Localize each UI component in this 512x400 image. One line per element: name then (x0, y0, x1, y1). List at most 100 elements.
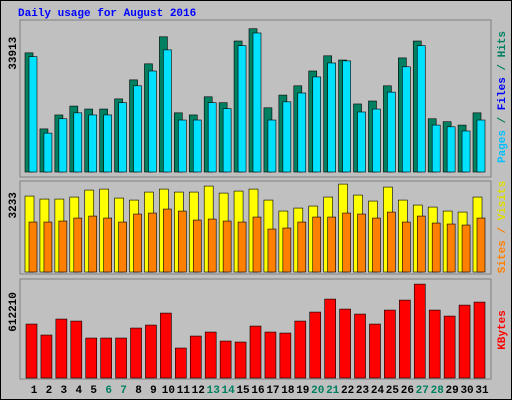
bar (73, 112, 83, 173)
x-tick-label: 20 (311, 385, 324, 397)
bar (431, 124, 441, 173)
legend-entry: / (497, 57, 509, 77)
x-tick-label: 3 (61, 385, 68, 397)
bar (43, 132, 53, 173)
legend-entry: Sites (497, 240, 509, 273)
bar (264, 331, 277, 379)
bar (399, 299, 411, 379)
bar (473, 301, 486, 379)
chart-title: Daily usage for August 2016 (18, 8, 196, 20)
x-tick-label: 17 (266, 385, 279, 397)
legend-entry: Pages (497, 130, 509, 163)
bar (282, 227, 292, 273)
bar (148, 70, 157, 173)
bar (327, 62, 336, 173)
y-tick-label: 33913 (8, 36, 20, 69)
bar (297, 221, 307, 273)
bar (252, 32, 262, 173)
x-tick-label: 25 (386, 385, 400, 397)
bar (312, 216, 322, 273)
bar (103, 114, 112, 173)
bar (416, 215, 426, 273)
bar (372, 108, 381, 173)
bar (25, 323, 38, 379)
bar (282, 101, 292, 173)
bar (476, 217, 486, 273)
bar (73, 217, 83, 273)
x-tick-label: 5 (90, 385, 97, 397)
legend-entry: Hits (497, 31, 509, 57)
bar (402, 221, 411, 273)
bar (428, 309, 441, 379)
bar (327, 216, 336, 273)
bar (413, 283, 426, 379)
bar (88, 114, 98, 173)
bar (204, 331, 217, 379)
bar (178, 119, 187, 173)
bar (175, 347, 187, 379)
bar (222, 108, 232, 173)
bar (40, 334, 53, 379)
bar (342, 60, 351, 173)
bar (85, 337, 98, 379)
bar (387, 211, 396, 273)
bar (324, 298, 336, 379)
x-tick-label: 18 (281, 385, 295, 397)
bar (357, 111, 366, 173)
legend: Pages / Files / Hits (497, 31, 509, 163)
bar (294, 320, 307, 379)
x-tick-label: 4 (75, 385, 82, 397)
bar (354, 313, 366, 379)
bar (458, 304, 471, 379)
bar (55, 318, 68, 379)
x-tick-label: 2 (46, 385, 53, 397)
bar (43, 221, 53, 273)
x-tick-label: 26 (401, 385, 414, 397)
bar (28, 221, 38, 273)
bar (148, 212, 157, 273)
x-tick-label: 23 (356, 385, 370, 397)
bar (267, 228, 277, 273)
bar (207, 218, 217, 273)
x-tick-label: 29 (446, 385, 459, 397)
x-tick-label: 7 (120, 385, 127, 397)
bar (279, 332, 292, 379)
bar (133, 85, 142, 173)
bar (252, 216, 262, 273)
x-tick-label: 13 (207, 385, 221, 397)
legend-entry: / (497, 220, 509, 240)
bar (476, 119, 486, 173)
bar (178, 210, 187, 273)
x-tick-label: 21 (326, 385, 340, 397)
x-tick-label: 15 (236, 385, 250, 397)
bar (461, 224, 471, 273)
x-tick-label: 11 (177, 385, 191, 397)
bar (312, 76, 322, 173)
x-tick-label: 28 (431, 385, 445, 397)
x-tick-label: 31 (475, 385, 489, 397)
bar (461, 130, 471, 173)
bar (357, 213, 366, 273)
x-tick-label: 9 (150, 385, 157, 397)
bar (372, 217, 381, 273)
bar (402, 66, 411, 173)
x-tick-label: 8 (135, 385, 142, 397)
x-tick-label: 10 (162, 385, 175, 397)
bar (100, 337, 112, 379)
bar (70, 320, 83, 379)
bar (88, 215, 98, 273)
bar (103, 217, 112, 273)
bar (237, 221, 247, 273)
x-tick-label: 24 (371, 385, 385, 397)
x-tick-label: 16 (251, 385, 264, 397)
bar (237, 45, 247, 173)
bar (189, 335, 202, 379)
bar (416, 45, 426, 173)
x-tick-label: 27 (416, 385, 429, 397)
bar (145, 324, 157, 379)
bar (219, 340, 232, 379)
bar (192, 119, 202, 173)
bar (118, 102, 127, 173)
bar (222, 220, 232, 273)
